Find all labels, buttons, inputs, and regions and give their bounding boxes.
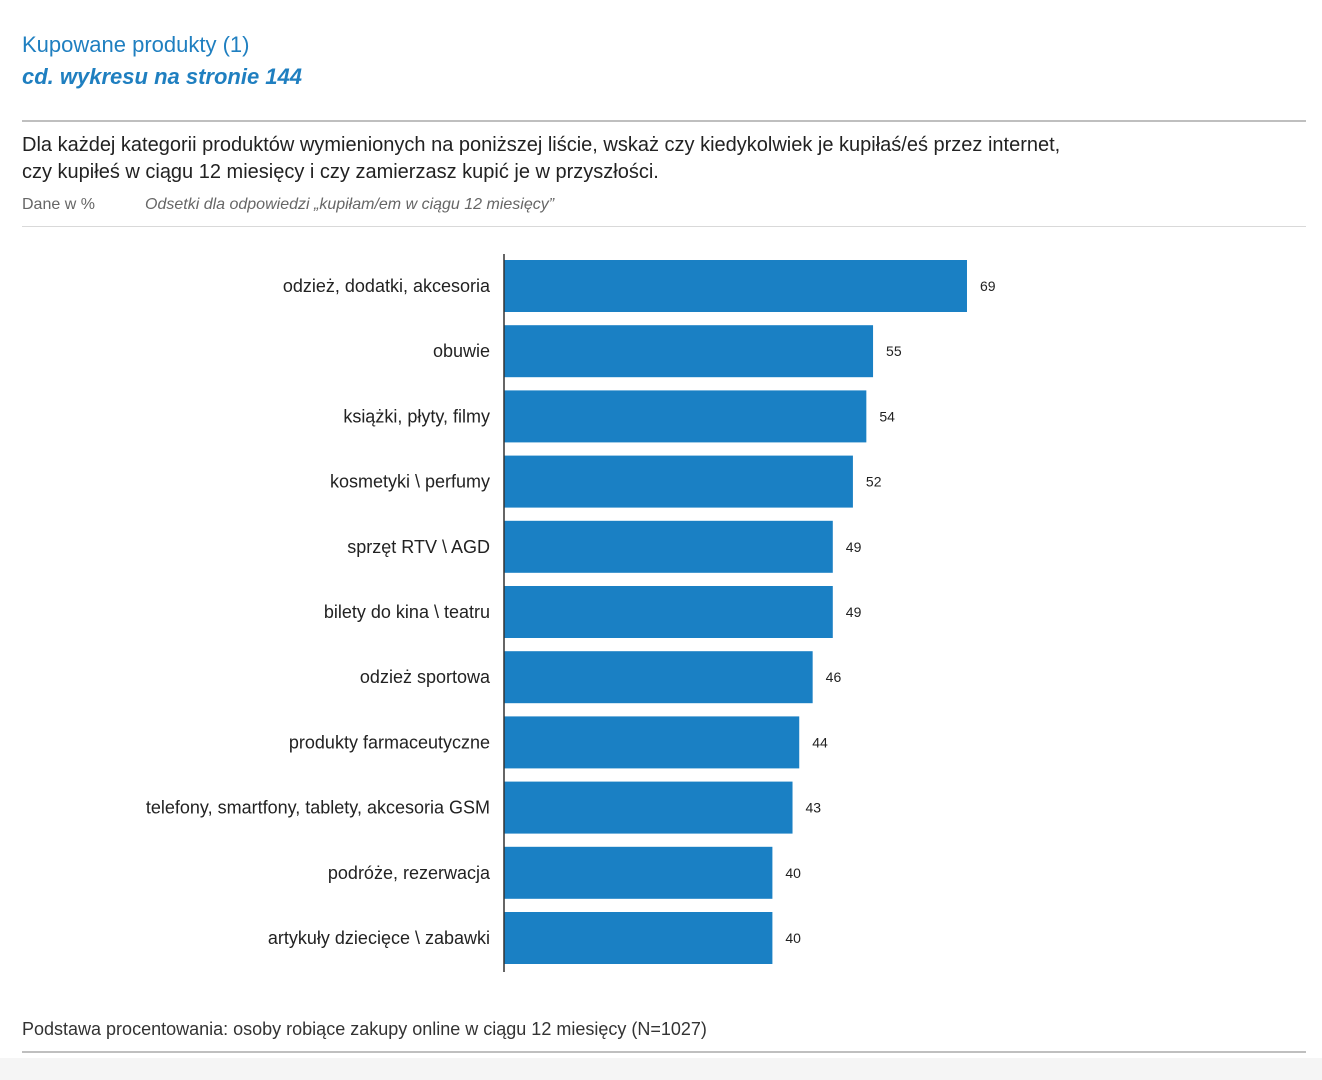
bar-9 (504, 781, 793, 834)
footer-band (0, 1058, 1322, 1080)
top-divider (22, 120, 1306, 122)
bar-3 (504, 390, 867, 443)
category-label: podróże, rezerwacja (328, 863, 491, 883)
value-label: 49 (846, 604, 862, 620)
category-label: artykuły dziecięce \ zabawki (268, 928, 490, 948)
category-label: produkty farmaceutyczne (289, 732, 490, 752)
category-label: odzież sportowa (360, 667, 491, 687)
bottom-divider (22, 1051, 1306, 1053)
value-label: 43 (806, 800, 822, 816)
category-label: obuwie (433, 341, 490, 361)
bar-10 (504, 846, 773, 899)
bar-1 (504, 260, 967, 312)
header-divider (22, 226, 1306, 227)
chart-subtitle: cd. wykresu na stronie 144 (22, 64, 303, 89)
bar-8 (504, 716, 800, 769)
bar-6 (504, 586, 833, 638)
bar-chart: odzież, dodatki, akcesoria 69 obuwie 55 ksią… (146, 254, 996, 972)
chart-title: Kupowane produkty (1) (22, 32, 250, 57)
category-label: kosmetyki \ perfumy (330, 472, 490, 492)
category-label: bilety do kina \ teatru (324, 602, 490, 622)
answer-note: Odsetki dla odpowiedzi „kupiłam/em w cią… (145, 196, 555, 213)
value-label: 69 (980, 278, 996, 294)
value-label: 44 (812, 734, 828, 750)
units-note: Dane w % (22, 196, 95, 213)
value-label: 46 (826, 669, 842, 685)
category-label: telefony, smartfony, tablety, akcesoria … (146, 798, 490, 818)
category-label: odzież, dodatki, akcesoria (283, 276, 491, 296)
bar-2 (504, 325, 874, 378)
value-label: 52 (866, 474, 882, 490)
bar-4 (504, 455, 853, 508)
bar-7 (504, 651, 813, 704)
bar-5 (504, 520, 833, 573)
value-label: 54 (879, 408, 895, 424)
bar-11 (504, 912, 773, 964)
bars-layer: odzież, dodatki, akcesoria 69 obuwie 55 ksią… (146, 260, 996, 964)
survey-question-line-1: Dla każdej kategorii produktów wymienion… (22, 134, 1061, 156)
category-label: książki, płyty, filmy (343, 406, 490, 426)
survey-question-line-2: czy kupiłeś w ciągu 12 miesięcy i czy za… (22, 161, 659, 183)
value-label: 55 (886, 343, 902, 359)
value-label: 40 (785, 930, 801, 946)
value-label: 40 (785, 865, 801, 881)
survey-question: Dla każdej kategorii produktów wymienion… (22, 132, 1222, 186)
category-label: sprzęt RTV \ AGD (347, 537, 490, 557)
footnote: Podstawa procentowania: osoby robiące za… (22, 1019, 707, 1039)
value-label: 49 (846, 539, 862, 555)
